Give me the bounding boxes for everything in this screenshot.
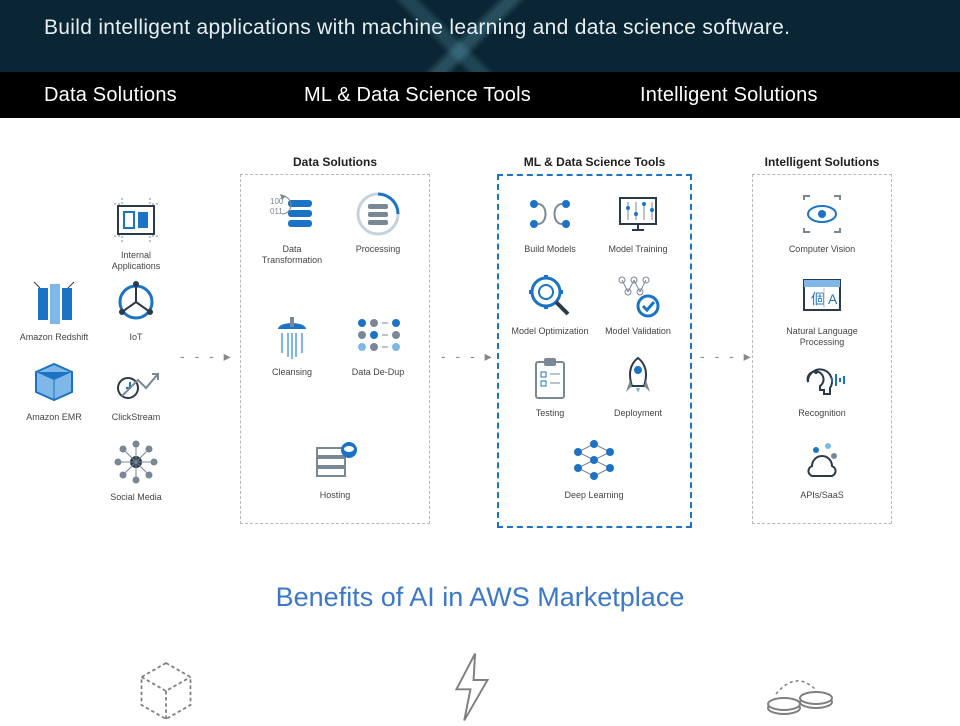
node-label: Data Transformation bbox=[252, 244, 332, 266]
clickstream-icon bbox=[112, 358, 160, 406]
cube-icon bbox=[126, 656, 206, 726]
source-internal-applications: Internal Applications bbox=[96, 196, 176, 272]
processing-icon bbox=[354, 190, 402, 238]
node-model-validation: Model Validation bbox=[598, 272, 678, 337]
flow-arrow-icon: - - - ▸ bbox=[441, 348, 495, 365]
vision-icon bbox=[798, 190, 846, 238]
hero-banner: Build intelligent applications with mach… bbox=[0, 0, 960, 72]
cleansing-icon bbox=[268, 313, 316, 361]
nlp-icon: 個A bbox=[798, 272, 846, 320]
source-amazon-redshift: Amazon Redshift bbox=[14, 278, 94, 343]
node-label: Processing bbox=[356, 244, 401, 255]
node-label: Cleansing bbox=[272, 367, 312, 378]
pipeline-diagram: Data Solutions ML & Data Science Tools I… bbox=[0, 118, 960, 558]
source-label: Amazon EMR bbox=[26, 412, 82, 423]
dedup-icon bbox=[354, 313, 402, 361]
svg-text:A: A bbox=[828, 291, 838, 307]
apps-icon bbox=[112, 196, 160, 244]
svg-text:個: 個 bbox=[811, 291, 825, 307]
node-label: Natural Language Processing bbox=[782, 326, 862, 348]
social-icon bbox=[112, 438, 160, 486]
apisaas-icon bbox=[798, 436, 846, 484]
node-label: Hosting bbox=[320, 490, 351, 501]
node-label: Model Training bbox=[608, 244, 667, 255]
node-processing: Processing bbox=[338, 190, 418, 255]
tab-intelligent-solutions[interactable]: Intelligent Solutions bbox=[640, 84, 818, 107]
source-label: Internal Applications bbox=[96, 250, 176, 272]
node-label: Model Optimization bbox=[511, 326, 588, 337]
source-amazon-emr: Amazon EMR bbox=[14, 358, 94, 423]
optimize-icon bbox=[526, 272, 574, 320]
node-nlp: 個A Natural Language Processing bbox=[782, 272, 862, 348]
node-label: APIs/SaaS bbox=[800, 490, 844, 501]
flow-arrow-icon: - - - ▸ bbox=[700, 348, 754, 365]
iot-icon bbox=[112, 278, 160, 326]
benefits-icons-row bbox=[0, 650, 960, 720]
source-social-media: Social Media bbox=[96, 438, 176, 503]
node-deep-learning: Deep Learning bbox=[554, 436, 634, 501]
benefits-heading: Benefits of AI in AWS Marketplace bbox=[0, 582, 960, 613]
node-label: Recognition bbox=[798, 408, 846, 419]
node-data-transformation: 100011 Data Transformation bbox=[252, 190, 332, 266]
category-tabs: Data Solutions ML & Data Science Tools I… bbox=[0, 72, 960, 118]
node-model-optimization: Model Optimization bbox=[510, 272, 590, 337]
group-title-data-solutions: Data Solutions bbox=[240, 155, 430, 169]
emr-icon bbox=[30, 358, 78, 406]
source-label: Amazon Redshift bbox=[20, 332, 89, 343]
node-deployment: Deployment bbox=[598, 354, 678, 419]
build-icon bbox=[526, 190, 574, 238]
node-label: Testing bbox=[536, 408, 565, 419]
source-clickstream: ClickStream bbox=[96, 358, 176, 423]
group-title-intelligent: Intelligent Solutions bbox=[752, 155, 892, 169]
node-model-training: Model Training bbox=[598, 190, 678, 255]
deeplearning-icon bbox=[570, 436, 618, 484]
node-hosting: Hosting bbox=[295, 436, 375, 501]
node-label: Model Validation bbox=[605, 326, 671, 337]
validate-icon bbox=[614, 272, 662, 320]
node-label: Data De-Dup bbox=[352, 367, 405, 378]
svg-text:011: 011 bbox=[270, 207, 283, 216]
hero-subtitle: Build intelligent applications with mach… bbox=[0, 0, 960, 40]
source-label: Social Media bbox=[110, 492, 162, 503]
deploy-icon bbox=[614, 354, 662, 402]
source-iot: IoT bbox=[96, 278, 176, 343]
coins-icon bbox=[758, 664, 848, 724]
transform-icon: 100011 bbox=[268, 190, 316, 238]
redshift-icon bbox=[30, 278, 78, 326]
node-label: Build Models bbox=[524, 244, 576, 255]
bolt-icon bbox=[442, 652, 502, 722]
node-label: Deep Learning bbox=[564, 490, 623, 501]
node-testing: Testing bbox=[510, 354, 590, 419]
recognition-icon bbox=[798, 354, 846, 402]
node-computer-vision: Computer Vision bbox=[782, 190, 862, 255]
tab-ml-data-science[interactable]: ML & Data Science Tools bbox=[304, 84, 640, 107]
hosting-icon bbox=[311, 436, 359, 484]
source-label: IoT bbox=[129, 332, 142, 343]
node-dedup: Data De-Dup bbox=[338, 313, 418, 378]
node-build-models: Build Models bbox=[510, 190, 590, 255]
source-label: ClickStream bbox=[112, 412, 161, 423]
testing-icon bbox=[526, 354, 574, 402]
node-label: Deployment bbox=[614, 408, 662, 419]
training-icon bbox=[614, 190, 662, 238]
node-recognition: Recognition bbox=[782, 354, 862, 419]
node-label: Computer Vision bbox=[789, 244, 855, 255]
flow-arrow-icon: - - - ▸ bbox=[180, 348, 234, 365]
node-apis-saas: APIs/SaaS bbox=[782, 436, 862, 501]
tab-data-solutions[interactable]: Data Solutions bbox=[44, 84, 304, 107]
node-cleansing: Cleansing bbox=[252, 313, 332, 378]
group-title-ml-tools: ML & Data Science Tools bbox=[497, 155, 692, 169]
